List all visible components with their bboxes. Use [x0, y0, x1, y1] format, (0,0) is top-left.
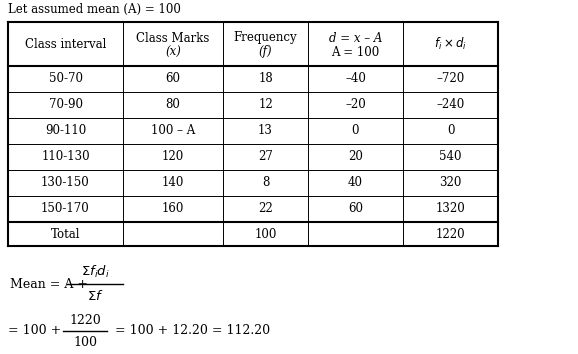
- Text: 540: 540: [439, 150, 462, 164]
- Text: 13: 13: [258, 125, 273, 137]
- Text: 140: 140: [162, 177, 184, 189]
- Text: 18: 18: [258, 73, 273, 86]
- Text: d = x – A: d = x – A: [329, 32, 382, 45]
- Text: 0: 0: [352, 125, 360, 137]
- Text: 60: 60: [348, 202, 363, 216]
- Text: 90-110: 90-110: [45, 125, 86, 137]
- Text: 40: 40: [348, 177, 363, 189]
- Text: 27: 27: [258, 150, 273, 164]
- Text: (f): (f): [259, 46, 272, 58]
- Text: 50-70: 50-70: [49, 73, 83, 86]
- Text: Let assumed mean (A) = 100: Let assumed mean (A) = 100: [8, 3, 181, 16]
- Text: Frequency: Frequency: [234, 32, 297, 45]
- Text: 120: 120: [162, 150, 184, 164]
- Text: 320: 320: [439, 177, 462, 189]
- Text: = 100 +: = 100 +: [8, 325, 61, 337]
- Text: –720: –720: [436, 73, 465, 86]
- Text: 12: 12: [258, 98, 273, 112]
- Text: A = 100: A = 100: [331, 46, 380, 58]
- Text: 130-150: 130-150: [41, 177, 90, 189]
- Text: –40: –40: [345, 73, 366, 86]
- Text: 1220: 1220: [436, 228, 465, 240]
- Text: Mean = A +: Mean = A +: [10, 278, 88, 291]
- Text: 80: 80: [165, 98, 180, 112]
- Text: 20: 20: [348, 150, 363, 164]
- Text: 0: 0: [447, 125, 454, 137]
- Text: 100: 100: [254, 228, 277, 240]
- Text: 22: 22: [258, 202, 273, 216]
- Text: 70-90: 70-90: [49, 98, 83, 112]
- Text: 100 – A: 100 – A: [151, 125, 195, 137]
- Text: (x): (x): [165, 46, 181, 58]
- Text: Total: Total: [51, 228, 80, 240]
- Text: –240: –240: [436, 98, 465, 112]
- Text: 8: 8: [262, 177, 269, 189]
- Text: 100: 100: [73, 336, 97, 348]
- Text: $\Sigma f_i d_i$: $\Sigma f_i d_i$: [80, 264, 109, 280]
- Text: Class Marks: Class Marks: [136, 32, 210, 45]
- Text: Class interval: Class interval: [25, 38, 106, 51]
- Text: 1320: 1320: [436, 202, 465, 216]
- Text: 160: 160: [162, 202, 184, 216]
- Text: 1220: 1220: [69, 314, 101, 326]
- Text: $f_i \times d_i$: $f_i \times d_i$: [434, 36, 467, 52]
- Text: –20: –20: [345, 98, 366, 112]
- Text: = 100 + 12.20 = 112.20: = 100 + 12.20 = 112.20: [115, 325, 270, 337]
- Text: 110-130: 110-130: [41, 150, 90, 164]
- Text: 60: 60: [165, 73, 180, 86]
- Text: 150-170: 150-170: [41, 202, 90, 216]
- Text: $\Sigma f$: $\Sigma f$: [87, 289, 103, 303]
